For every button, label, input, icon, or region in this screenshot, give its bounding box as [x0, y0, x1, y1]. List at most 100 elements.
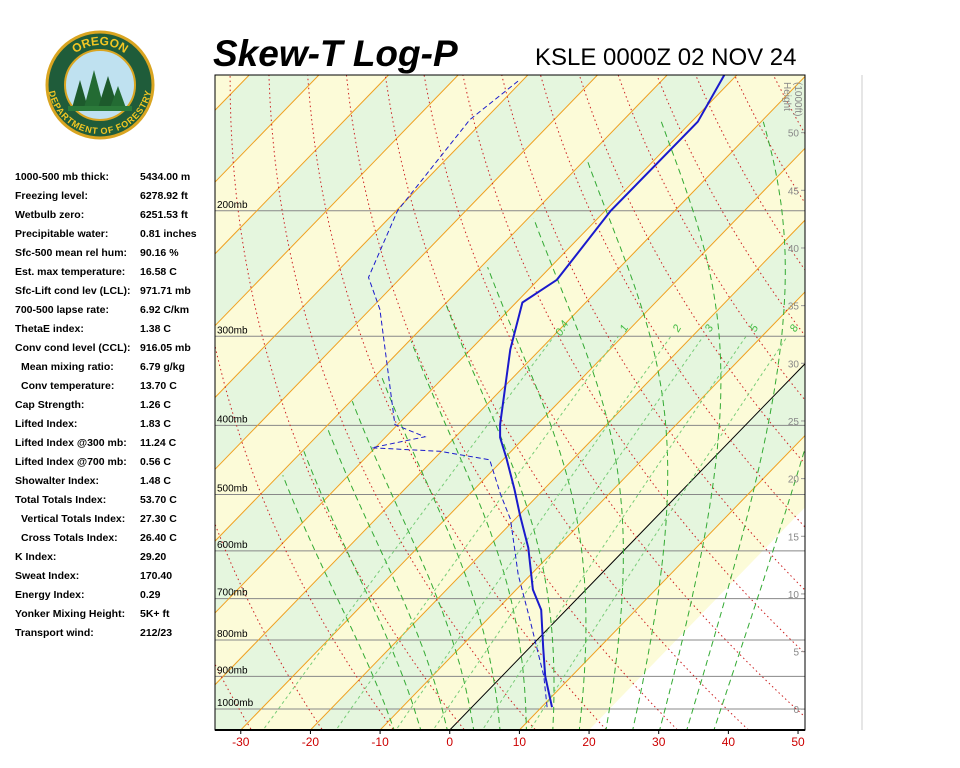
- index-label: 700-500 lapse rate:: [15, 304, 109, 316]
- y2-tick-label: 0: [793, 705, 799, 716]
- y2-axis-label: Height: [781, 82, 792, 111]
- temperature-band: [215, 75, 319, 183]
- moist-adiabat: [327, 429, 448, 730]
- index-value: 5K+ ft: [140, 608, 170, 620]
- index-value: 0.81 inches: [140, 228, 197, 240]
- index-value: 27.30 C: [140, 513, 177, 525]
- index-label: ThetaE index:: [15, 323, 84, 335]
- y-tick-label: 800mb: [217, 629, 248, 640]
- y-tick-label: 600mb: [217, 540, 248, 551]
- isotherm: [379, 291, 805, 730]
- isotherm: [310, 219, 805, 730]
- y-tick-label: 1000mb: [217, 698, 254, 709]
- y2-tick-label: 5: [793, 648, 799, 659]
- index-value: 53.70 C: [140, 494, 177, 506]
- moist-adiabat: [351, 401, 475, 730]
- dry-adiabat: [953, 53, 960, 733]
- axes: 1000mb 900mb 800mb 700mb 600mb 500mb 400mb 300m…: [217, 82, 805, 749]
- isotherm: [215, 75, 459, 327]
- index-label: Transport wind:: [15, 627, 94, 639]
- index-label: Cap Strength:: [15, 399, 84, 411]
- index-value: 13.70 C: [140, 380, 177, 392]
- moist-adiabat: [410, 341, 527, 730]
- x-tick-label: 30: [652, 735, 666, 749]
- dry-adiabat: [462, 75, 805, 655]
- mixing-ratio-label: 1: [618, 323, 631, 334]
- index-value: 1.48 C: [140, 475, 171, 487]
- dry-adiabat: [423, 75, 805, 718]
- index-value: 6251.53 ft: [140, 209, 188, 221]
- index-label: K Index:: [15, 551, 56, 563]
- isotherm: [215, 75, 738, 614]
- index-label: Energy Index:: [15, 589, 84, 601]
- index-value: 16.58 C: [140, 266, 177, 278]
- dry-adiabat: [345, 75, 679, 730]
- x-tick-label: 10: [513, 735, 527, 749]
- x-tick-label: 20: [582, 735, 596, 749]
- logo: OREGON DEPARTMENT OF FORESTRY: [45, 30, 155, 140]
- moist-adiabat: [586, 160, 669, 730]
- index-value: 90.16 %: [140, 247, 179, 259]
- y2-tick-label: 25: [788, 417, 800, 428]
- moist-adiabat: [282, 475, 395, 730]
- index-value: 1.38 C: [140, 323, 171, 335]
- temperature-line: [499, 75, 726, 708]
- moist-adiabat: [445, 303, 555, 730]
- chart-title: Skew-T Log-P: [213, 33, 458, 74]
- index-value: 26.40 C: [140, 532, 177, 544]
- index-value: 212/23: [140, 627, 172, 639]
- index-value: 6278.92 ft: [140, 190, 188, 202]
- index-label: Sweat Index:: [15, 570, 79, 582]
- isotherm: [215, 75, 598, 471]
- x-tick-label: 40: [722, 735, 736, 749]
- isotherm: [449, 363, 805, 730]
- index-label: Showalter Index:: [15, 475, 99, 487]
- y2-tick-label: 40: [788, 244, 800, 255]
- dry-adiabat: [384, 75, 750, 730]
- indices-table: 1000-500 mb thick: 5434.00 m Freezing leve…: [15, 171, 197, 639]
- index-label: Conv temperature:: [21, 380, 114, 392]
- isotherm: [240, 147, 805, 730]
- isotherm: [215, 75, 389, 255]
- y-tick-label: 900mb: [217, 665, 248, 676]
- dry-adiabat: [801, 53, 960, 733]
- isotherm: [519, 434, 805, 730]
- dry-adiabat: [215, 343, 395, 730]
- index-label: Yonker Mixing Height:: [15, 608, 125, 620]
- mixing-ratio-line: [262, 335, 555, 730]
- index-label: Mean mixing ratio:: [21, 361, 114, 373]
- logo-top: OREGON: [69, 34, 130, 56]
- dry-adiabat: [839, 53, 960, 733]
- index-label: Vertical Totals Index:: [21, 513, 125, 525]
- temperature-band: [215, 76, 805, 730]
- moist-adiabat: [533, 218, 624, 730]
- y-tick-label: 500mb: [217, 483, 248, 494]
- y2-tick-label: 10: [788, 590, 800, 601]
- mixing-ratio-line: [529, 336, 788, 730]
- x-tick-label: 50: [791, 735, 805, 749]
- index-label: Conv cond level (CCL):: [15, 342, 131, 354]
- x-tick-label: -20: [302, 735, 320, 749]
- y2-tick-label: 20: [788, 475, 800, 486]
- y2-tick-label: 45: [788, 186, 800, 197]
- dry-adiabat: [915, 53, 960, 733]
- index-label: 1000-500 mb thick:: [15, 171, 109, 183]
- index-label: Lifted Index:: [15, 418, 77, 430]
- moist-adiabat: [380, 374, 501, 730]
- moist-adiabat: [487, 267, 587, 730]
- dry-adiabat: [268, 75, 537, 730]
- mixing-ratio-line: [335, 336, 619, 730]
- index-value: 29.20: [140, 551, 166, 563]
- index-value: 0.56 C: [140, 456, 171, 468]
- dewpoint-line: [367, 79, 548, 708]
- moist-adiabat: [303, 451, 422, 730]
- dry-adiabat: [617, 75, 805, 401]
- index-value: 0.29: [140, 589, 161, 601]
- y-tick-label: 700mb: [217, 588, 248, 599]
- index-label: Precipitable water:: [15, 228, 108, 240]
- y-tick-label: 300mb: [217, 325, 248, 336]
- index-label: Freezing level:: [15, 190, 88, 202]
- index-label: Cross Totals Index:: [21, 532, 118, 544]
- index-label: Sfc-500 mean rel hum:: [15, 247, 127, 259]
